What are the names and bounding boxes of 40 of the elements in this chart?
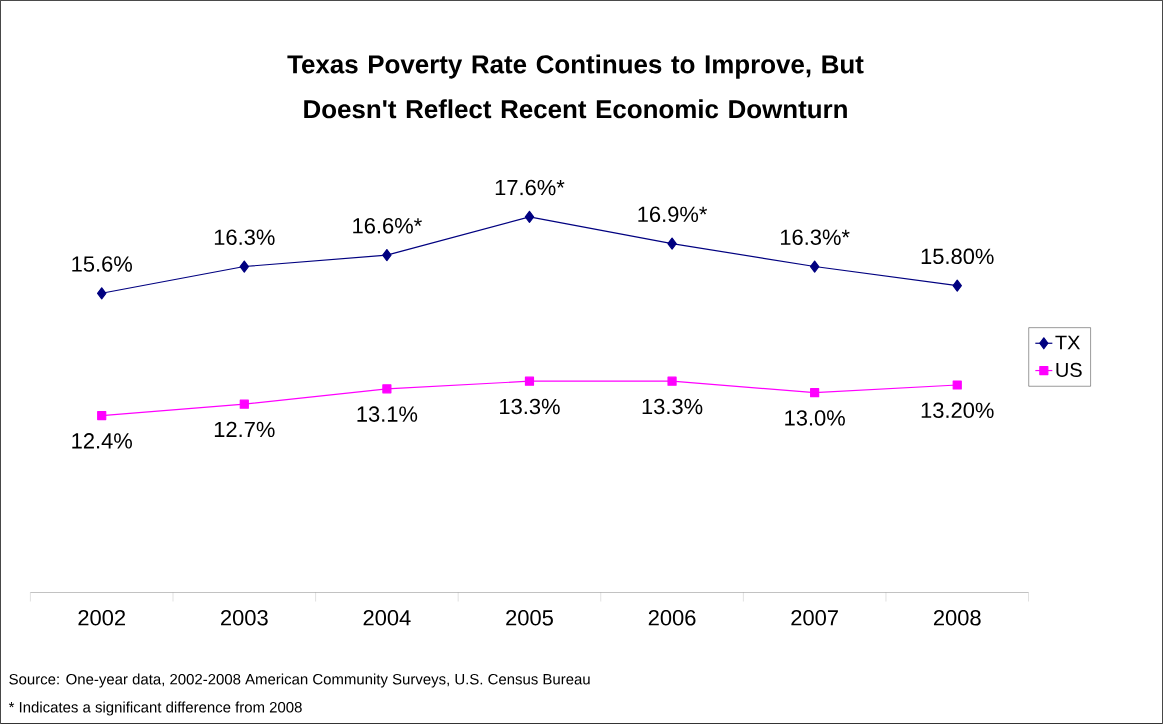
legend-label: US (1056, 362, 1082, 377)
data-label: 15.6% (72, 256, 132, 272)
point (667, 237, 677, 250)
x-tick-label: 2006 (648, 610, 696, 626)
point (239, 399, 249, 409)
data-label: 13.3% (500, 398, 560, 415)
point (524, 376, 535, 386)
data-label: 16.3% (214, 229, 275, 246)
data-label: 16.6%* (353, 218, 422, 234)
data-label: 17.6%* (495, 179, 565, 196)
data-label: 13.1% (357, 406, 418, 422)
data-label: 13.20% (921, 402, 994, 419)
chart-title: Texas Poverty Rate Continues to Improve, But Doesn't Reflect Recent Economic Downturn (287, 54, 864, 119)
point (667, 376, 677, 386)
data-label: 16.9%* (638, 206, 708, 223)
x-tick-label: 2008 (933, 610, 981, 626)
data-label: 12.7% (214, 421, 275, 438)
point (382, 384, 392, 394)
data-label: 15.80% (921, 248, 994, 265)
legend-label: TX (1055, 335, 1080, 350)
text: * Indicates a significant difference from 2008 (8, 701, 302, 716)
x-tick-label: 2005 (506, 610, 553, 626)
point (952, 380, 962, 390)
x-tick-label: 2002 (78, 610, 125, 626)
x-tick-label: 2007 (791, 610, 838, 626)
source-note: Source: One-year data, 2002-2008 American Community Surveys, U.S. Census Bureau (9, 673, 590, 688)
point (524, 210, 535, 223)
data-label: 12.4% (72, 433, 132, 449)
point (239, 260, 250, 273)
point (952, 279, 962, 292)
point (96, 287, 107, 300)
x-tick-label: 2003 (221, 610, 268, 626)
point (810, 388, 820, 398)
point (382, 249, 392, 262)
data-label: 13.3% (642, 398, 703, 415)
data-label: 13.0% (785, 410, 845, 426)
x-tick-label: 2004 (363, 610, 411, 626)
point (97, 411, 107, 421)
data-label: 16.3%* (780, 229, 850, 246)
point (809, 260, 820, 273)
